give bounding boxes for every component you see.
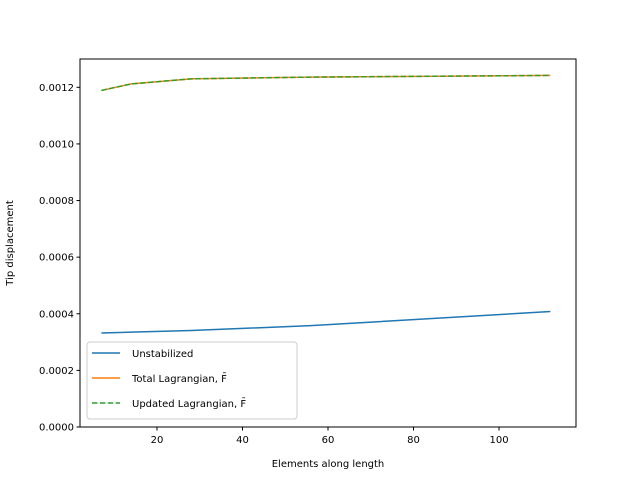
y-tick-label: 0.0006 bbox=[39, 253, 74, 264]
x-tick-label: 40 bbox=[236, 435, 249, 446]
x-axis-label: Elements along length bbox=[272, 459, 385, 470]
legend-box bbox=[86, 341, 298, 420]
y-tick-label: 0.0012 bbox=[39, 83, 74, 94]
y-tick-label: 0.0000 bbox=[39, 423, 74, 434]
legend-label-2: Updated Lagrangian, F̄ bbox=[132, 397, 246, 410]
y-tick-label: 0.0010 bbox=[39, 139, 74, 150]
y-tick-label: 0.0008 bbox=[39, 196, 74, 207]
x-tick-label: 100 bbox=[489, 435, 508, 446]
x-tick-label: 60 bbox=[322, 435, 335, 446]
series-line-0 bbox=[101, 310, 551, 334]
x-tick-label: 20 bbox=[151, 435, 164, 446]
y-tick-label: 0.0002 bbox=[39, 366, 74, 377]
legend: Unstabilized Total Lagrangian, F̄ Updated … bbox=[86, 341, 298, 420]
series-line-2 bbox=[101, 74, 551, 92]
y-tick-label: 0.0004 bbox=[39, 309, 74, 320]
legend-label-0: Unstabilized bbox=[132, 349, 193, 360]
x-tick-label: 80 bbox=[407, 435, 420, 446]
y-axis-label: Tip displacement bbox=[5, 200, 16, 287]
legend-label-1: Total Lagrangian, F̄ bbox=[131, 372, 227, 385]
